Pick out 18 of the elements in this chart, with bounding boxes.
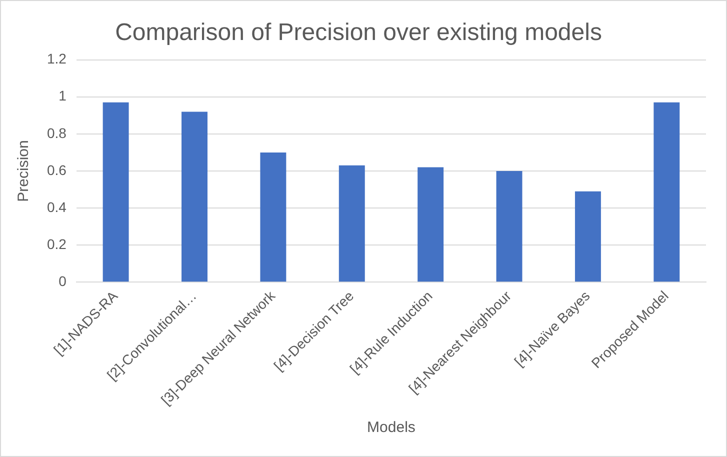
- bar: [574, 191, 601, 282]
- y-tick-label: 1: [58, 88, 67, 104]
- y-tick-label: 0.4: [46, 198, 67, 215]
- bar: [338, 165, 365, 282]
- bar: [418, 167, 444, 282]
- bar: [260, 152, 286, 282]
- y-tick-label: 1.2: [46, 50, 67, 67]
- x-axis-title: Models: [367, 419, 416, 436]
- bar: [102, 102, 129, 282]
- bar: [496, 170, 522, 282]
- y-tick-label: 0: [58, 273, 67, 290]
- bar: [654, 102, 680, 282]
- y-tick-label: 0.6: [46, 162, 67, 178]
- chart-title: Comparison of Precision over existing models: [115, 19, 602, 46]
- y-axis-title: Precision: [15, 140, 32, 202]
- y-tick-label: 0.8: [46, 124, 67, 141]
- y-tick-label: 0.2: [46, 236, 67, 252]
- bar: [182, 112, 208, 282]
